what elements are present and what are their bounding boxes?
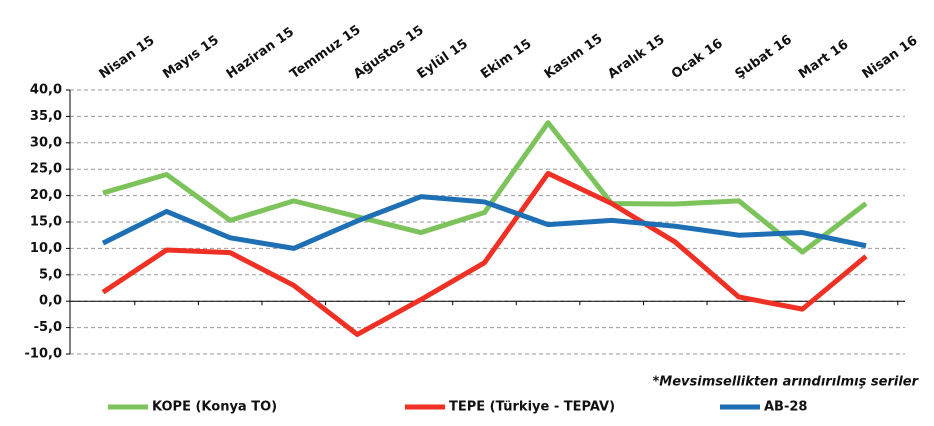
x-tick-label: Ocak 16	[669, 36, 726, 82]
x-tick-label: Aralık 15	[605, 32, 667, 82]
y-tick-label: -10,0	[25, 347, 62, 362]
x-tick-label: Haziran 15	[224, 25, 297, 82]
y-tick-label: 25,0	[30, 162, 62, 177]
x-tick-label: Nisan 16	[860, 33, 921, 82]
x-tick-label: Mart 16	[796, 37, 851, 82]
y-tick-label: 15,0	[30, 215, 62, 230]
y-tick-label: 10,0	[30, 241, 62, 256]
legend-label: KOPE (Konya TO)	[152, 400, 277, 415]
x-tick-label: Kasım 15	[542, 31, 606, 82]
y-tick-label: 5,0	[39, 267, 62, 282]
x-tick-label: Eylül 15	[415, 37, 471, 83]
x-tick-label: Ekim 15	[478, 36, 534, 82]
x-tick-label: Şubat 16	[733, 32, 795, 82]
series-line	[101, 194, 867, 251]
y-tick-label: 20,0	[30, 188, 62, 203]
x-tick-label: Ağustos 15	[351, 23, 427, 82]
y-tick-label: 0,0	[39, 294, 62, 309]
legend-label: AB-28	[764, 400, 807, 415]
annotation: *Mevsimsellikten arındırılmış seriler	[653, 375, 920, 390]
x-tick-label: Nisan 15	[97, 33, 158, 82]
y-tick-label: 40,0	[30, 83, 62, 98]
x-tick-label: Mayıs 15	[160, 33, 222, 82]
series-line	[102, 120, 868, 255]
y-tick-label: 30,0	[30, 135, 62, 150]
legend-label: TEPE (Türkiye - TEPAV)	[449, 400, 615, 415]
y-tick-label: -5,0	[34, 320, 62, 335]
series-line	[101, 170, 868, 337]
y-tick-label: 35,0	[30, 109, 62, 124]
